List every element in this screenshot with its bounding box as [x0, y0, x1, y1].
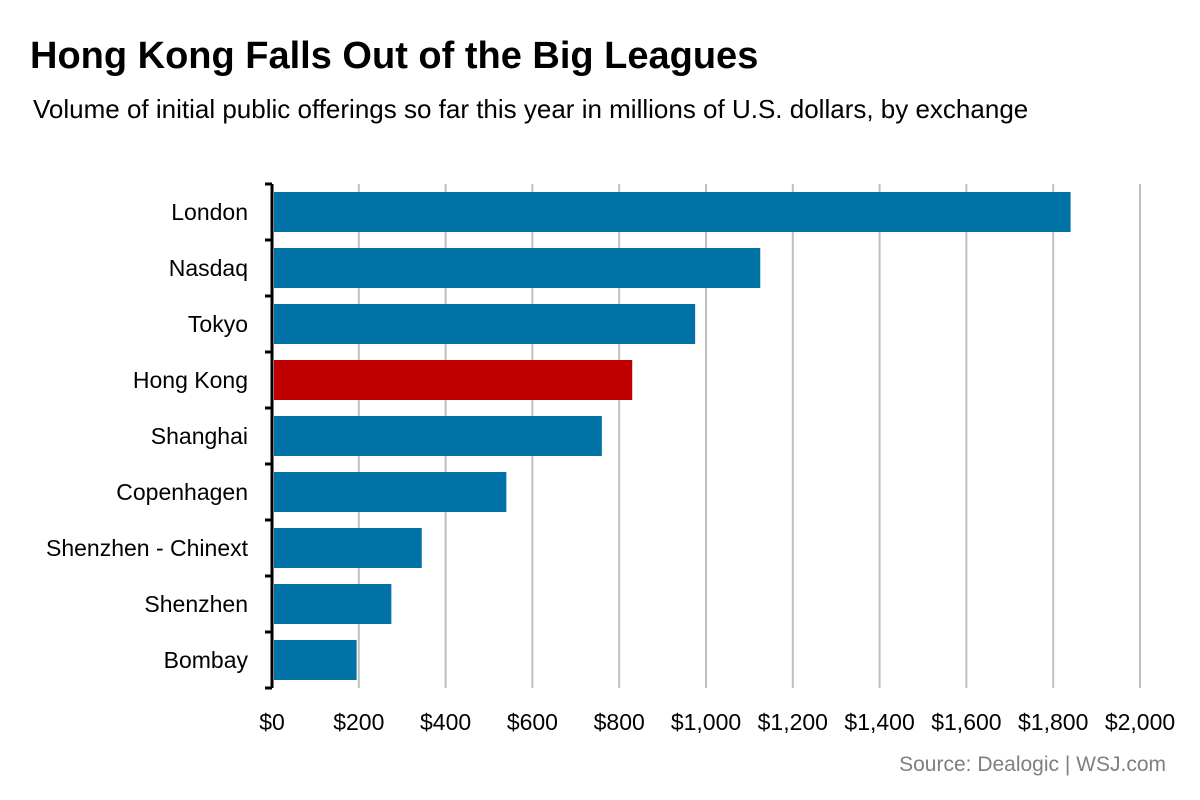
category-labels: London Nasdaq Tokyo Hong Kong Shanghai Copenh… — [46, 199, 249, 673]
category-label: Bombay — [164, 647, 249, 673]
category-label: Shanghai — [151, 423, 248, 449]
bar — [274, 360, 633, 400]
chart-subtitle: Volume of initial public offerings so fa… — [33, 94, 1029, 124]
x-tick-label: $1,200 — [758, 709, 828, 735]
x-tick-label: $2,000 — [1105, 709, 1175, 735]
category-label: Copenhagen — [116, 479, 248, 505]
bars — [274, 192, 1071, 680]
x-tick-label: $1,400 — [844, 709, 914, 735]
category-label: London — [171, 199, 248, 225]
bar — [274, 640, 357, 680]
bar — [274, 248, 761, 288]
bar — [274, 528, 422, 568]
x-tick-label: $1,600 — [931, 709, 1001, 735]
x-tick-label: $400 — [420, 709, 471, 735]
x-tick-labels: $0 $200 $400 $600 $800 $1,000 $1,200 $1,400 $1,6… — [259, 709, 1175, 735]
bar — [274, 472, 507, 512]
bar — [274, 584, 392, 624]
x-tick-label: $200 — [333, 709, 384, 735]
category-label: Shenzhen — [144, 591, 248, 617]
x-tick-label: $1,800 — [1018, 709, 1088, 735]
category-label: Tokyo — [188, 311, 248, 337]
y-axis — [265, 182, 274, 690]
x-tick-label: $600 — [507, 709, 558, 735]
x-tick-label: $0 — [259, 709, 285, 735]
source-note: Source: Dealogic | WSJ.com — [899, 753, 1166, 776]
bar — [274, 304, 696, 344]
bar — [274, 416, 602, 456]
x-tick-label: $800 — [594, 709, 645, 735]
category-label: Hong Kong — [133, 367, 248, 393]
category-label: Shenzhen - Chinext — [46, 535, 249, 561]
bar — [274, 192, 1071, 232]
category-label: Nasdaq — [169, 255, 248, 281]
x-tick-label: $1,000 — [671, 709, 741, 735]
chart-title: Hong Kong Falls Out of the Big Leagues — [30, 35, 759, 77]
